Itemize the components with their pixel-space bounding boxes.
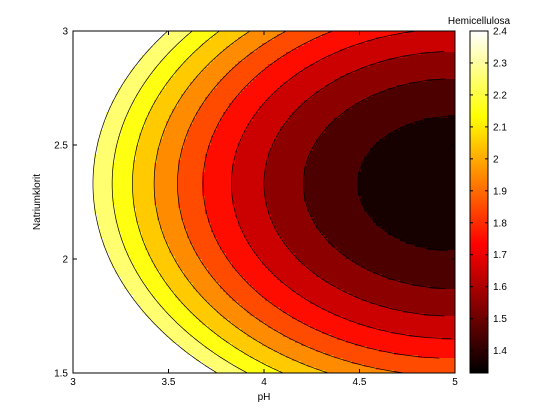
x-axis: 3 3.5 4 4.5 5 [70, 31, 458, 388]
colorbar-tick-label: 2.2 [493, 90, 507, 101]
colorbar-frame [469, 30, 489, 374]
colorbar-ticks: 1.4 1.5 1.6 1.7 1.8 1.9 2 2.1 2.2 2.3 2.4 [470, 27, 507, 357]
colorbar: 1.4 1.5 1.6 1.7 1.8 1.9 2 2.1 2.2 2.3 2.4 Hemicell… [448, 16, 511, 374]
colorbar-tick-label: 1.6 [493, 282, 507, 293]
y-axis-label: Natriumklorit [32, 174, 43, 230]
colorbar-gradient [470, 31, 488, 374]
x-tick-label: 3.5 [162, 377, 176, 388]
contour-line [92, 30, 218, 374]
contour-line [263, 51, 445, 317]
y-tick-label: 1.5 [54, 369, 68, 380]
y-axis: 1.5 2 2.5 3 [54, 27, 455, 380]
y-tick-label: 3 [62, 27, 68, 38]
contour-line [132, 30, 284, 374]
contour-fills [73, 31, 456, 374]
plot-area: 3 3.5 4 4.5 5 1.5 2 2.5 3 pH Natriumklorit [32, 27, 458, 404]
contour-line [153, 30, 329, 374]
contour-line [111, 30, 248, 374]
colorbar-tick-label: 2.3 [493, 58, 507, 69]
contour-line [202, 30, 440, 359]
x-tick-label: 3 [70, 377, 76, 388]
contour-line [303, 78, 446, 289]
contour-line [177, 30, 405, 374]
x-tick-label: 4.5 [353, 377, 367, 388]
x-axis-label: pH [258, 392, 271, 403]
x-tick-label: 4 [261, 377, 267, 388]
colorbar-tick-label: 2 [493, 154, 499, 165]
x-tick-label: 5 [452, 377, 458, 388]
colorbar-tick-label: 2.4 [493, 27, 507, 38]
contour-lines [92, 30, 452, 374]
colorbar-tick-label: 1.8 [493, 218, 507, 229]
contour-line [357, 116, 448, 252]
contour-line [231, 30, 452, 340]
colorbar-tick-label: 1.5 [493, 314, 507, 325]
y-tick-label: 2 [62, 255, 68, 266]
colorbar-tick-label: 1.4 [493, 346, 507, 357]
colorbar-tick-label: 2.1 [493, 122, 507, 133]
y-tick-label: 2.5 [54, 141, 68, 152]
colorbar-tick-label: 1.7 [493, 250, 507, 261]
colorbar-title: Hemicellulosa [448, 16, 511, 27]
colorbar-tick-label: 1.9 [493, 186, 507, 197]
